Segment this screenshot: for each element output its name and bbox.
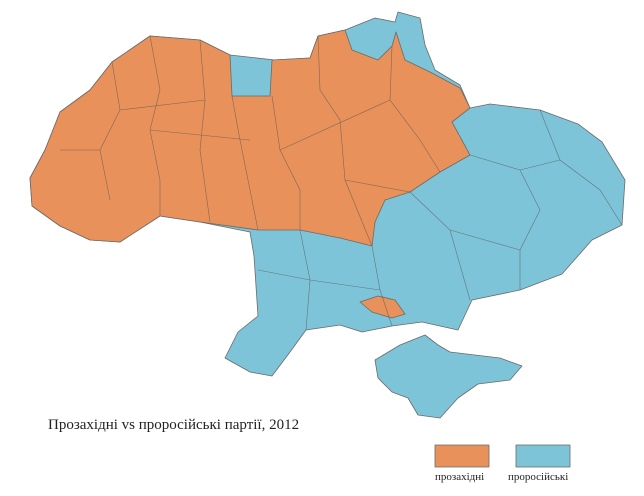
map-title: Прозахідні vs проросійські партії, 2012 — [48, 417, 299, 433]
crimea — [374, 334, 523, 419]
legend-swatch — [515, 444, 571, 468]
pro-western-patch — [359, 295, 406, 319]
region-borders — [60, 35, 623, 331]
legend-label: проросійські — [508, 471, 568, 483]
pro-western-area — [29, 29, 471, 247]
legend-label: прозахідні — [435, 471, 484, 483]
legend-swatch — [434, 444, 490, 468]
